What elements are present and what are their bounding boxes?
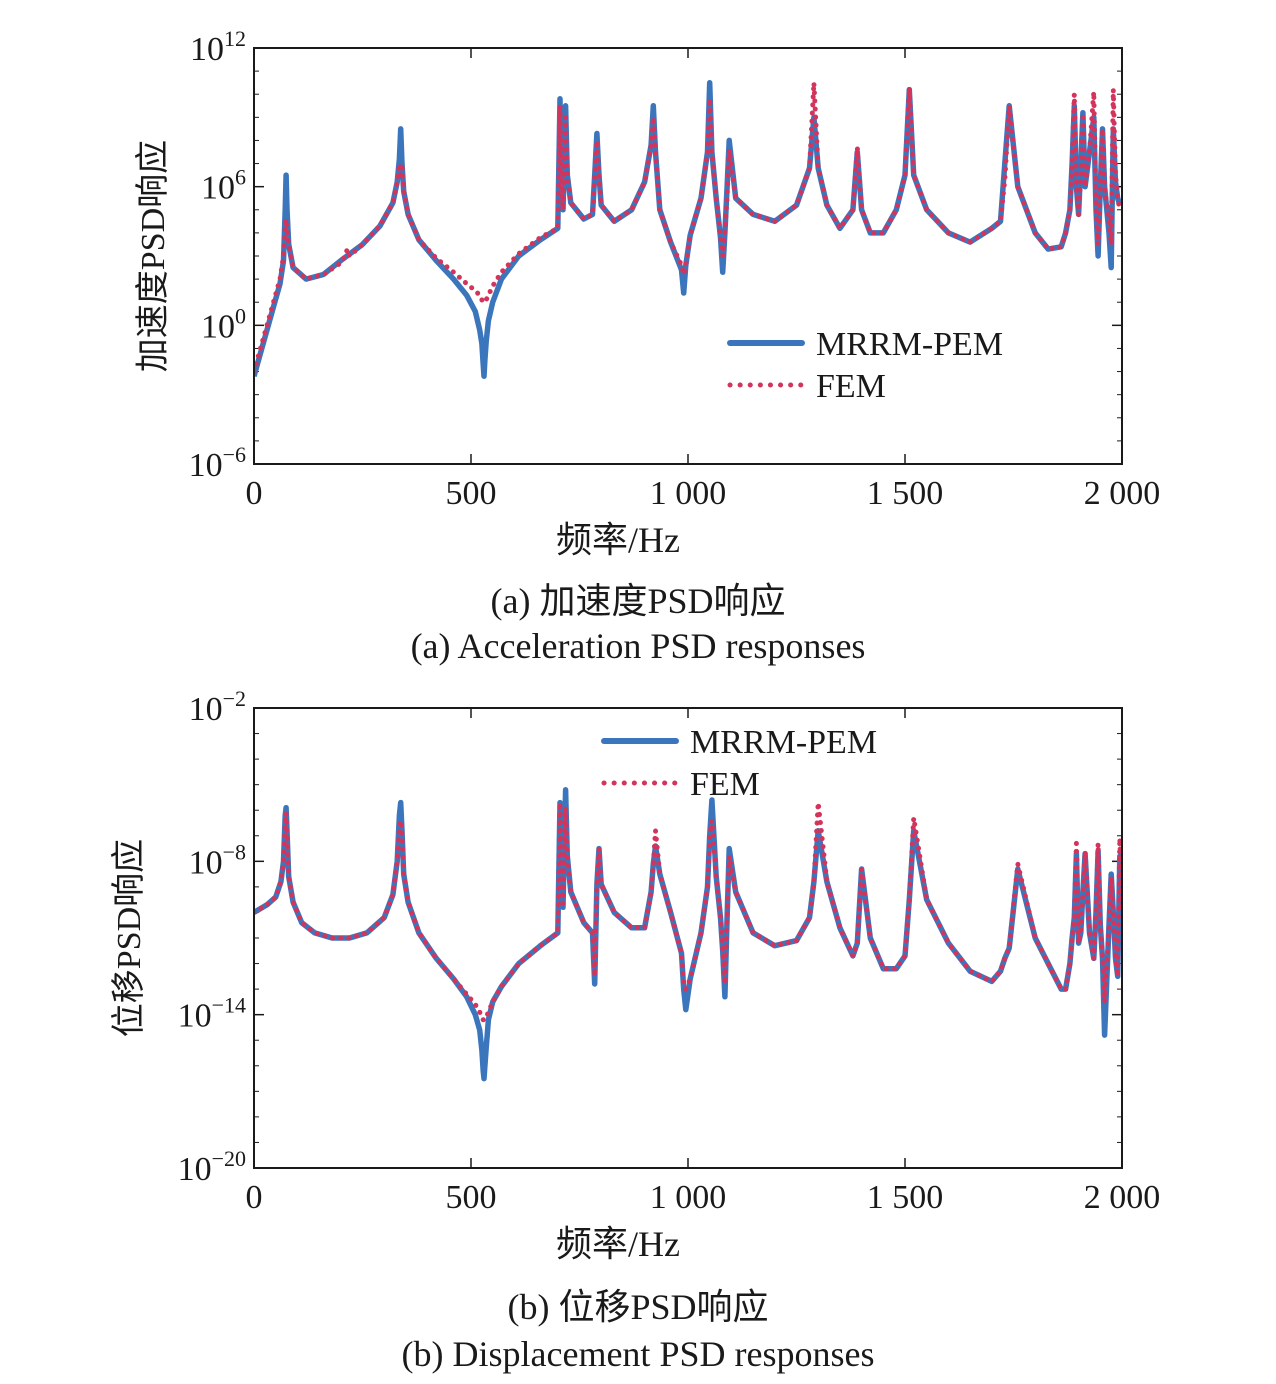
- chart-a: 0 500 1 000 1 500 2 000 10−6 100 106 1012 频率/Hz 加速…: [134, 26, 1160, 560]
- x-tick-label: 500: [446, 475, 497, 512]
- y-tick-label: 10−8: [189, 839, 246, 881]
- y-tick-label: 10−14: [178, 993, 246, 1035]
- y-tick-label: 106: [201, 165, 246, 207]
- x-tick-label: 1 000: [650, 1179, 727, 1216]
- x-tick-label: 0: [246, 475, 263, 512]
- legend: MRRM-PEM FEM: [601, 724, 877, 803]
- series-line-fem: [254, 800, 1122, 1023]
- x-tick-label: 0: [246, 1179, 263, 1216]
- y-tick-label: 10−2: [189, 686, 246, 728]
- caption-a-en: (a) Acceleration PSD responses: [410, 626, 866, 666]
- legend-label-mrrm-pem: MRRM-PEM: [816, 326, 1003, 363]
- legend-label-fem: FEM: [816, 368, 886, 405]
- caption-b-en: (b) Displacement PSD responses: [401, 1334, 875, 1374]
- y-tick-label: 10−20: [178, 1146, 246, 1188]
- x-tick-label: 1 000: [650, 475, 727, 512]
- x-tick-label: 2 000: [1084, 1179, 1161, 1216]
- y-tick-label: 10−6: [189, 442, 246, 484]
- legend-label-fem: FEM: [690, 766, 760, 803]
- plot-frame: [253, 47, 1123, 465]
- series-line-mrrm-pem: [254, 787, 1122, 1082]
- x-tick-label: 1 500: [867, 475, 944, 512]
- plot-frame: [253, 707, 1123, 1169]
- caption-a-zh: (a) 加速度PSD响应: [490, 581, 786, 621]
- x-tick-label: 2 000: [1084, 475, 1161, 512]
- y-axis-label: 加速度PSD响应: [134, 140, 172, 372]
- x-tick-label: 1 500: [867, 1179, 944, 1216]
- y-axis-label: 位移PSD响应: [110, 839, 148, 1037]
- x-axis-label: 频率/Hz: [556, 520, 680, 560]
- series-line-fem: [254, 80, 1122, 375]
- y-tick-label: 1012: [190, 26, 246, 68]
- x-tick-label: 500: [446, 1179, 497, 1216]
- legend-label-mrrm-pem: MRRM-PEM: [690, 724, 877, 761]
- caption-b-zh: (b) 位移PSD响应: [507, 1287, 769, 1327]
- x-axis-label: 频率/Hz: [556, 1224, 680, 1264]
- y-tick-label: 100: [201, 303, 246, 345]
- chart-b: 0 500 1 000 1 500 2 000 10−20 10−14 10−8 10−2 频率/…: [110, 686, 1160, 1264]
- legend: MRRM-PEM FEM: [727, 326, 1003, 405]
